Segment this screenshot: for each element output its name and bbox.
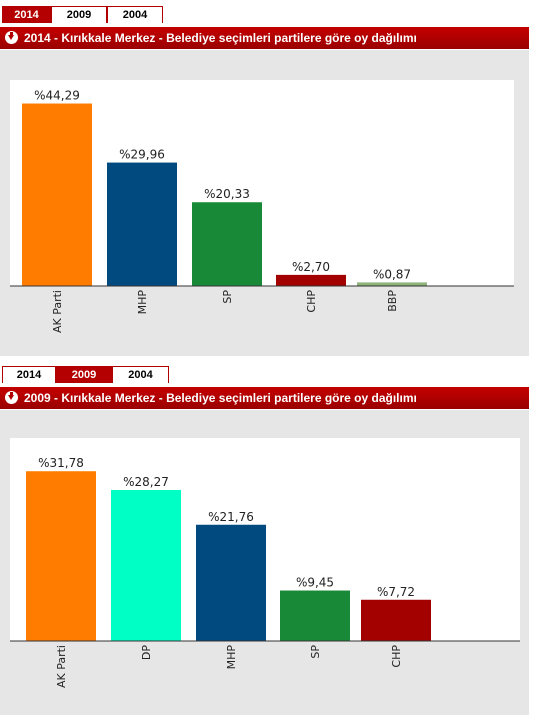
data-label: %29,96: [119, 148, 165, 162]
bar-ak-parti[interactable]: [22, 103, 92, 286]
tab-2004[interactable]: 2004: [112, 366, 169, 383]
category-label: SP: [221, 290, 234, 304]
category-label: SP: [309, 645, 322, 659]
data-label: %2,70: [292, 260, 330, 274]
tab-2014[interactable]: 2014: [2, 366, 56, 383]
bar-dp[interactable]: [111, 489, 181, 641]
category-label: CHP: [390, 645, 403, 668]
category-label: MHP: [225, 645, 238, 670]
bar-ak-parti[interactable]: [26, 471, 96, 641]
tab-2009[interactable]: 2009: [56, 366, 112, 383]
tab-2009[interactable]: 2009: [51, 6, 107, 23]
category-label: BBP: [386, 290, 399, 312]
bar-mhp[interactable]: [196, 524, 266, 641]
bar-mhp[interactable]: [107, 162, 177, 286]
tab-2004[interactable]: 2004: [107, 6, 163, 23]
chart-title-bar: 2009 - Kırıkkale Merkez - Belediye seçim…: [0, 387, 529, 409]
bar-chp[interactable]: [276, 274, 346, 286]
category-label: AK Parti: [55, 645, 68, 688]
chart-area: %44,29 AK Parti %29,96 MHP %20,33 SP %2,70 CHP%…: [0, 50, 529, 356]
chart-title: 2014 - Kırıkkale Merkez - Belediye seçim…: [24, 31, 417, 45]
data-label: %9,45: [296, 576, 334, 590]
download-arrow-icon[interactable]: [5, 391, 18, 404]
data-label: %44,29: [34, 89, 80, 103]
data-label: %0,87: [373, 267, 411, 281]
bar-bbp[interactable]: [357, 282, 427, 286]
chart-panel-2009: 2014 2009 2004 2009 - Kırıkkale Merkez -…: [0, 366, 535, 715]
bar-chart-2014: %44,29 AK Parti %29,96 MHP %20,33 SP %2,70 CHP%…: [10, 80, 514, 333]
chart-title-bar: 2014 - Kırıkkale Merkez - Belediye seçim…: [0, 27, 529, 49]
bar-chp[interactable]: [361, 599, 431, 641]
category-label: AK Parti: [51, 290, 64, 333]
data-label: %20,33: [204, 187, 250, 201]
chart-title: 2009 - Kırıkkale Merkez - Belediye seçim…: [24, 391, 417, 405]
data-label: %7,72: [377, 585, 415, 599]
bar-sp[interactable]: [280, 590, 350, 641]
chart-panel-2014: 2014 2009 2004 2014 - Kırıkkale Merkez -…: [0, 6, 535, 356]
bar-chart-2009: %31,78 AK Parti %28,27 DP %21,76 MHP %9,45 SP %7…: [10, 438, 520, 688]
data-label: %28,27: [123, 475, 169, 489]
category-label: MHP: [136, 290, 149, 315]
download-arrow-icon[interactable]: [5, 31, 18, 44]
bar-sp[interactable]: [192, 202, 262, 286]
data-label: %31,78: [38, 456, 84, 470]
data-label: %21,76: [208, 510, 254, 524]
chart-area: %31,78 AK Parti %28,27 DP %21,76 MHP %9,45 SP %7…: [0, 410, 529, 715]
category-label: CHP: [305, 290, 318, 313]
tab-2014[interactable]: 2014: [2, 6, 51, 23]
category-label: DP: [140, 645, 153, 660]
